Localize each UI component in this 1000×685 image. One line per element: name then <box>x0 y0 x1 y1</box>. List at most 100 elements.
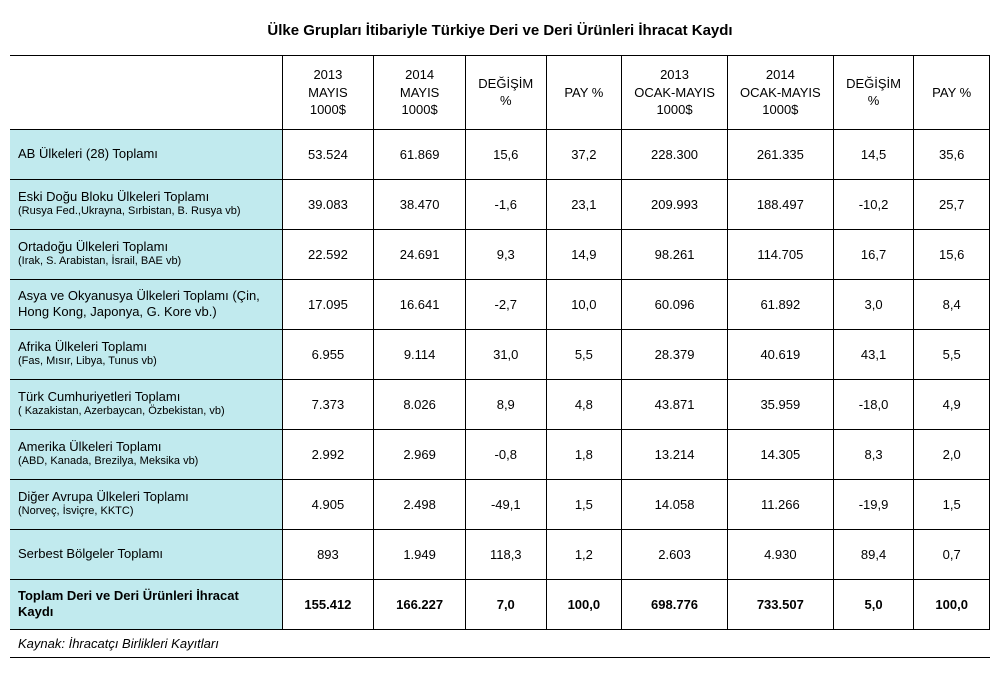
cell: 10,0 <box>546 279 622 329</box>
col-header-3: DEĞİŞİM% <box>465 56 546 130</box>
cell: -18,0 <box>833 379 914 429</box>
table-row: Serbest Bölgeler Toplamı8931.949118,31,2… <box>10 529 990 579</box>
cell: 698.776 <box>622 579 728 629</box>
row-label-subtext: (ABD, Kanada, Brezilya, Meksika vb) <box>18 455 274 469</box>
cell: 2.498 <box>374 479 466 529</box>
cell: 89,4 <box>833 529 914 579</box>
row-label-text: Ortadoğu Ülkeleri Toplamı <box>18 239 274 255</box>
col-header-2: 2014MAYIS1000$ <box>374 56 466 130</box>
cell: 38.470 <box>374 179 466 229</box>
cell: 166.227 <box>374 579 466 629</box>
cell: 61.869 <box>374 129 466 179</box>
row-label: Amerika Ülkeleri Toplamı(ABD, Kanada, Br… <box>10 429 282 479</box>
cell: 4,8 <box>546 379 622 429</box>
table-row: Diğer Avrupa Ülkeleri Toplamı(Norveç, İs… <box>10 479 990 529</box>
cell: 15,6 <box>914 229 990 279</box>
col-header-4: PAY % <box>546 56 622 130</box>
row-label-text: Serbest Bölgeler Toplamı <box>18 546 274 562</box>
cell: 114.705 <box>727 229 833 279</box>
cell: 35,6 <box>914 129 990 179</box>
cell: 1.949 <box>374 529 466 579</box>
cell: 60.096 <box>622 279 728 329</box>
row-label-text: Diğer Avrupa Ülkeleri Toplamı <box>18 489 274 505</box>
cell: 261.335 <box>727 129 833 179</box>
cell: 1,5 <box>546 479 622 529</box>
cell: 8,9 <box>465 379 546 429</box>
table-body: AB Ülkeleri (28) Toplamı53.52461.86915,6… <box>10 129 990 657</box>
cell: 11.266 <box>727 479 833 529</box>
cell: 8,3 <box>833 429 914 479</box>
cell: 14.305 <box>727 429 833 479</box>
row-label: Türk Cumhuriyetleri Toplamı( Kazakistan,… <box>10 379 282 429</box>
cell: -1,6 <box>465 179 546 229</box>
cell: 22.592 <box>282 229 374 279</box>
cell: 733.507 <box>727 579 833 629</box>
row-label-text: Amerika Ülkeleri Toplamı <box>18 439 274 455</box>
table-head: 2013MAYIS1000$ 2014MAYIS1000$ DEĞİŞİM% P… <box>10 56 990 130</box>
table-row: AB Ülkeleri (28) Toplamı 53.52461.86915,6… <box>10 129 990 179</box>
table-row: Amerika Ülkeleri Toplamı(ABD, Kanada, Br… <box>10 429 990 479</box>
cell: 98.261 <box>622 229 728 279</box>
row-label-text: Asya ve Okyanusya Ülkeleri Toplamı (Çin,… <box>18 288 274 321</box>
cell: 1,8 <box>546 429 622 479</box>
row-label-subtext: (Irak, S. Arabistan, İsrail, BAE vb) <box>18 255 274 269</box>
table-row: Toplam Deri ve Deri Ürünleri İhracat Kay… <box>10 579 990 629</box>
cell: 13.214 <box>622 429 728 479</box>
row-label-subtext: ( Kazakistan, Azerbaycan, Özbekistan, vb… <box>18 405 274 419</box>
cell: 5,5 <box>914 329 990 379</box>
cell: 61.892 <box>727 279 833 329</box>
col-header-6: 2014OCAK-MAYIS1000$ <box>727 56 833 130</box>
cell: 16,7 <box>833 229 914 279</box>
row-label: Ortadoğu Ülkeleri Toplamı(Irak, S. Arabi… <box>10 229 282 279</box>
cell: 9,3 <box>465 229 546 279</box>
export-table: 2013MAYIS1000$ 2014MAYIS1000$ DEĞİŞİM% P… <box>10 55 990 658</box>
cell: 37,2 <box>546 129 622 179</box>
row-label-text: Toplam Deri ve Deri Ürünleri İhracat Kay… <box>18 588 274 621</box>
cell: -19,9 <box>833 479 914 529</box>
cell: 2,0 <box>914 429 990 479</box>
row-label-subtext: (Fas, Mısır, Libya, Tunus vb) <box>18 355 274 369</box>
cell: 4,9 <box>914 379 990 429</box>
row-label: Toplam Deri ve Deri Ürünleri İhracat Kay… <box>10 579 282 629</box>
cell: 5,5 <box>546 329 622 379</box>
cell: 24.691 <box>374 229 466 279</box>
cell: 7,0 <box>465 579 546 629</box>
source-text: Kaynak: İhracatçı Birlikleri Kayıtları <box>10 629 990 657</box>
cell: 0,7 <box>914 529 990 579</box>
cell: -2,7 <box>465 279 546 329</box>
cell: 28.379 <box>622 329 728 379</box>
row-label: AB Ülkeleri (28) Toplamı <box>10 129 282 179</box>
cell: 53.524 <box>282 129 374 179</box>
cell: 4.930 <box>727 529 833 579</box>
cell: 14,9 <box>546 229 622 279</box>
table-row: Eski Doğu Bloku Ülkeleri Toplamı(Rusya F… <box>10 179 990 229</box>
cell: 188.497 <box>727 179 833 229</box>
row-label-text: Türk Cumhuriyetleri Toplamı <box>18 389 274 405</box>
cell: 893 <box>282 529 374 579</box>
cell: 14.058 <box>622 479 728 529</box>
table-row: Asya ve Okyanusya Ülkeleri Toplamı (Çin,… <box>10 279 990 329</box>
row-label-text: Eski Doğu Bloku Ülkeleri Toplamı <box>18 189 274 205</box>
cell: 2.603 <box>622 529 728 579</box>
table-row: Afrika Ülkeleri Toplamı(Fas, Mısır, Liby… <box>10 329 990 379</box>
col-header-0 <box>10 56 282 130</box>
cell: 43,1 <box>833 329 914 379</box>
row-label: Diğer Avrupa Ülkeleri Toplamı(Norveç, İs… <box>10 479 282 529</box>
cell: 7.373 <box>282 379 374 429</box>
row-label: Eski Doğu Bloku Ülkeleri Toplamı(Rusya F… <box>10 179 282 229</box>
cell: 14,5 <box>833 129 914 179</box>
col-header-5: 2013OCAK-MAYIS1000$ <box>622 56 728 130</box>
row-label-text: AB Ülkeleri (28) Toplamı <box>18 146 274 162</box>
cell: 9.114 <box>374 329 466 379</box>
col-header-1: 2013MAYIS1000$ <box>282 56 374 130</box>
cell: 8,4 <box>914 279 990 329</box>
cell: 17.095 <box>282 279 374 329</box>
cell: 5,0 <box>833 579 914 629</box>
row-label: Serbest Bölgeler Toplamı <box>10 529 282 579</box>
cell: 155.412 <box>282 579 374 629</box>
cell: -49,1 <box>465 479 546 529</box>
cell: 2.969 <box>374 429 466 479</box>
cell: 228.300 <box>622 129 728 179</box>
cell: 8.026 <box>374 379 466 429</box>
cell: 15,6 <box>465 129 546 179</box>
